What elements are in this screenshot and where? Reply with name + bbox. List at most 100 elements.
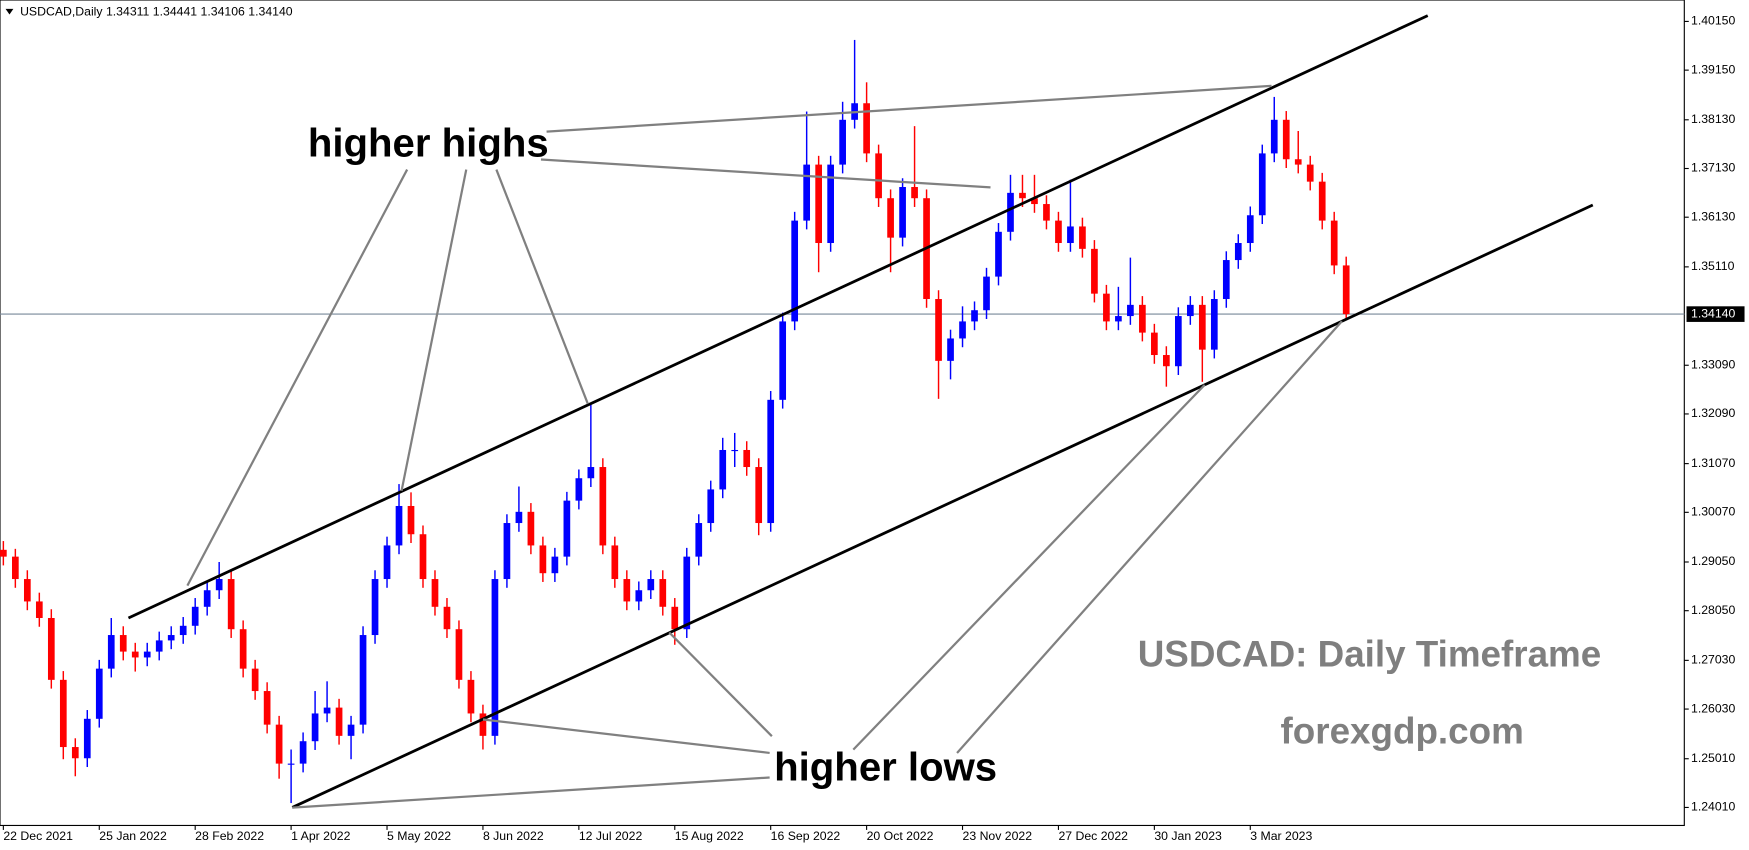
candle-body xyxy=(467,679,475,714)
y-tick-label: 1.27030 xyxy=(1691,653,1736,667)
candle-body xyxy=(623,579,631,602)
candle-body xyxy=(1079,226,1086,249)
candle-body xyxy=(311,713,319,742)
candle-body xyxy=(383,545,391,580)
y-tick-label: 1.36130 xyxy=(1691,209,1736,223)
candle-body xyxy=(12,556,19,580)
candle-body xyxy=(1318,181,1326,221)
site-name: forexgdp.com xyxy=(1281,711,1524,752)
candle-body xyxy=(719,449,727,490)
y-tick-label: 1.33090 xyxy=(1691,357,1736,371)
candle-body xyxy=(959,321,966,339)
x-tick-label: 23 Nov 2022 xyxy=(963,829,1033,843)
candle-body xyxy=(1043,204,1050,221)
y-tick-label: 1.39150 xyxy=(1691,62,1736,76)
candle-body xyxy=(1222,260,1230,300)
candle-body xyxy=(287,763,295,765)
candle-body xyxy=(911,187,918,199)
candle-body xyxy=(839,119,846,165)
candle-body xyxy=(1067,226,1074,244)
candle-body xyxy=(611,545,619,580)
candle-body xyxy=(155,640,163,652)
candle-body xyxy=(1186,304,1194,317)
candle-body xyxy=(1174,316,1182,367)
candle-body xyxy=(431,579,439,607)
candle-body xyxy=(527,511,535,546)
y-tick-label: 1.24010 xyxy=(1691,800,1736,814)
pointer-line xyxy=(495,169,589,405)
annotation: higher highs xyxy=(308,121,549,166)
candle-body xyxy=(827,164,834,244)
candle-body xyxy=(803,164,811,221)
y-tick-label: 1.30070 xyxy=(1691,505,1736,519)
x-tick-label: 25 Jan 2022 xyxy=(99,829,167,843)
candle-body xyxy=(1019,192,1026,199)
candle-body xyxy=(35,601,43,618)
x-tick-label: 22 Dec 2021 xyxy=(3,829,73,843)
candle-body xyxy=(887,198,894,238)
candle-body xyxy=(647,579,655,591)
y-tick-label: 1.32090 xyxy=(1691,406,1736,420)
candle-body xyxy=(503,523,511,580)
price-label-box xyxy=(1686,306,1745,322)
candle-body xyxy=(455,629,463,680)
candle-body xyxy=(695,523,703,557)
candle-body xyxy=(791,220,799,322)
y-tick-label: 1.38130 xyxy=(1691,112,1736,126)
pointer-line xyxy=(482,718,770,755)
candle-body xyxy=(563,500,571,557)
x-tick-label: 30 Jan 2023 xyxy=(1154,829,1222,843)
pointer-line xyxy=(292,776,770,809)
y-tick-label: 1.31070 xyxy=(1691,456,1736,470)
candle-body xyxy=(1115,316,1122,322)
candle-body xyxy=(263,691,271,725)
candle-body xyxy=(1210,299,1218,350)
y-tick-label: 1.29050 xyxy=(1691,554,1736,568)
x-tick-label: 5 May 2022 xyxy=(387,829,451,843)
candle-body xyxy=(875,153,882,199)
candle-body xyxy=(1151,332,1158,356)
candle-body xyxy=(395,505,403,546)
candle-body xyxy=(587,467,595,479)
candle-body xyxy=(755,467,763,524)
candle-body xyxy=(635,590,643,602)
candle-body xyxy=(1294,159,1302,165)
chart-header: USDCAD,Daily 1.34311 1.34441 1.34106 1.3… xyxy=(20,5,293,19)
candle-body xyxy=(899,187,906,238)
x-tick-label: 8 Jun 2022 xyxy=(483,829,544,843)
candle-body xyxy=(323,707,331,714)
candle-body xyxy=(767,399,775,524)
candle-body xyxy=(707,489,715,524)
candle-body xyxy=(743,449,751,468)
candle-body xyxy=(779,321,787,400)
candle-body xyxy=(1306,164,1314,182)
candle-body xyxy=(275,724,283,764)
x-tick-label: 27 Dec 2022 xyxy=(1058,829,1128,843)
candle-body xyxy=(575,478,583,501)
x-tick-label: 20 Oct 2022 xyxy=(867,829,934,843)
candle-body xyxy=(1127,304,1134,317)
candle-body xyxy=(1282,119,1290,160)
annotation: higher lows xyxy=(774,744,997,789)
candle-body xyxy=(1270,119,1278,154)
trendline xyxy=(127,14,1429,620)
candle-body xyxy=(71,747,79,759)
candle-body xyxy=(659,579,667,607)
x-tick-label: 15 Aug 2022 xyxy=(675,829,744,843)
candle-body xyxy=(179,625,187,636)
candle-body xyxy=(251,668,259,692)
candle-body xyxy=(479,713,487,736)
candle-body xyxy=(347,724,355,736)
candle-body xyxy=(47,617,55,680)
candle-body xyxy=(671,606,679,630)
y-tick-label: 1.25010 xyxy=(1691,751,1736,765)
candle-body xyxy=(947,338,954,361)
candle-body xyxy=(203,590,211,607)
candle-body xyxy=(131,651,139,658)
candle-body xyxy=(107,635,115,669)
candle-body xyxy=(83,718,91,759)
candle-body xyxy=(59,679,67,748)
pointer-line xyxy=(540,158,991,189)
candle-body xyxy=(119,635,127,652)
